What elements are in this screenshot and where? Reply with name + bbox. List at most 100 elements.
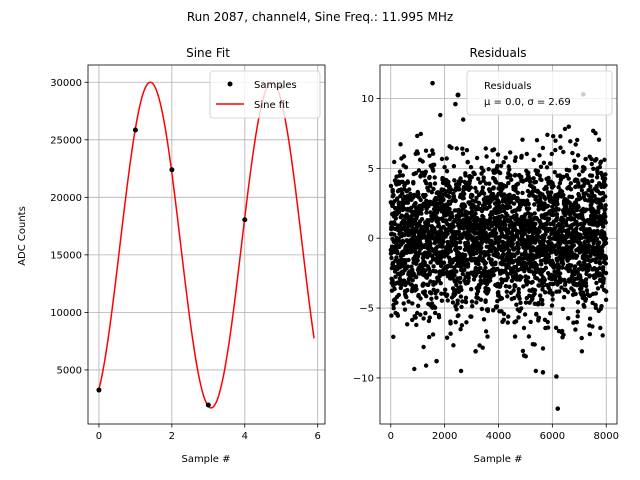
residual-point (467, 220, 473, 225)
residual-point (603, 203, 608, 208)
residual-point (535, 169, 541, 174)
residual-point (503, 284, 509, 289)
residual-point (418, 312, 423, 317)
residual-point (518, 266, 523, 272)
sine-fit-sample-point (242, 217, 248, 223)
residual-point (586, 243, 592, 249)
residual-point (545, 319, 550, 325)
residual-point (548, 311, 553, 316)
residual-point (596, 137, 602, 142)
residual-point (461, 117, 466, 122)
residual-point (519, 174, 524, 179)
residual-point (574, 253, 580, 259)
residual-point (423, 148, 429, 153)
residual-point (431, 186, 436, 192)
residual-point (418, 131, 423, 137)
residual-point (519, 275, 524, 280)
residual-point (405, 322, 410, 327)
residual-point (448, 248, 453, 254)
residual-point (543, 290, 548, 295)
residual-point (558, 134, 563, 139)
sine-fit-ytick-label-4: 25000 (50, 135, 82, 146)
residual-point (501, 317, 506, 322)
residual-point (526, 280, 531, 285)
residual-point (558, 271, 563, 276)
residual-point (423, 169, 428, 174)
residual-point (477, 201, 482, 206)
residual-point (422, 289, 428, 294)
residual-point (423, 311, 428, 316)
residual-point (490, 191, 496, 197)
residual-point (394, 300, 399, 305)
residual-point (441, 239, 446, 244)
residual-point (478, 274, 483, 279)
sine-fit-xtick-label-0: 0 (96, 431, 102, 442)
residual-point (516, 249, 521, 255)
residual-point (515, 234, 520, 239)
residual-point (469, 299, 475, 304)
residual-point (491, 308, 496, 313)
residual-point (592, 252, 598, 257)
residual-point (421, 316, 426, 321)
residual-point (481, 175, 486, 180)
residual-point (583, 156, 588, 162)
residual-point (478, 251, 484, 256)
residual-point (497, 170, 503, 176)
residual-point (407, 187, 412, 192)
residual-point (493, 260, 498, 265)
residual-point (525, 275, 531, 280)
residual-point (413, 315, 418, 320)
residual-point (481, 214, 486, 220)
residual-point (523, 300, 529, 305)
residual-point (587, 264, 592, 269)
residual-point (604, 289, 609, 294)
residual-point (473, 185, 478, 191)
residual-point (458, 240, 463, 245)
residual-point (458, 294, 464, 299)
residual-point (447, 194, 452, 200)
residual-point (492, 227, 498, 232)
residual-point (503, 155, 508, 160)
residual-point (532, 288, 538, 293)
residual-point-outlier (554, 374, 559, 379)
residual-point (389, 255, 394, 261)
residual-point (433, 269, 439, 274)
residual-point (579, 335, 584, 341)
residual-point (503, 184, 509, 189)
residual-point (564, 205, 569, 210)
residual-point (483, 260, 488, 266)
sine-fit-ticks: 0 2 4 6 5000 10000 15000 20000 25000 30000 (50, 78, 321, 442)
residual-point (572, 264, 578, 269)
residual-point (481, 317, 487, 322)
residual-point (458, 327, 463, 332)
residual-point (549, 231, 554, 236)
residual-point (582, 258, 588, 263)
residual-point (418, 197, 423, 203)
residual-point (410, 317, 415, 323)
residual-point (505, 294, 510, 299)
residual-point (513, 155, 518, 160)
residual-point (464, 148, 470, 153)
residual-point (454, 245, 460, 250)
residual-point (390, 187, 395, 193)
residual-point (561, 295, 567, 300)
residuals-legend: Residuals μ = 0.0, σ = 2.69 (455, 70, 613, 116)
sine-fit-legend-label-samples: Samples (254, 80, 297, 91)
residual-point (603, 236, 608, 241)
residual-point (463, 173, 468, 178)
residual-point (449, 145, 454, 150)
residual-point (416, 168, 422, 173)
residual-point (486, 287, 491, 293)
residual-point (575, 300, 581, 305)
residual-point (469, 287, 474, 292)
residual-point (430, 232, 435, 237)
residual-point (432, 162, 437, 167)
sine-fit-xlabel: Sample # (181, 454, 230, 465)
residuals-ytick-label-1: −5 (359, 304, 374, 315)
residual-point (474, 300, 479, 305)
residual-point (511, 201, 517, 206)
residual-point (444, 156, 449, 161)
residual-point (519, 153, 524, 159)
residual-point (399, 213, 404, 218)
residual-point (458, 275, 463, 281)
